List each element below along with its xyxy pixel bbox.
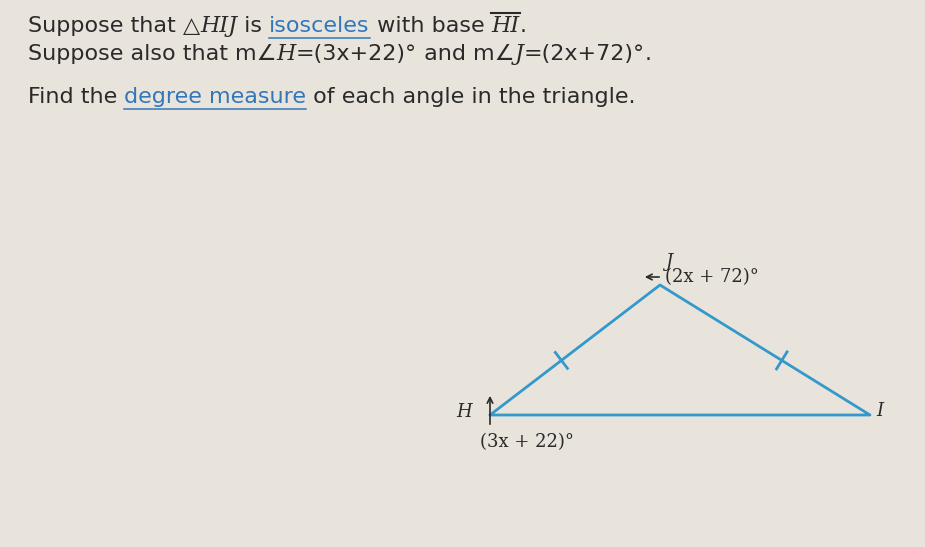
Text: is: is — [237, 16, 269, 36]
Text: HI: HI — [491, 15, 520, 37]
Text: (3x + 22)°: (3x + 22)° — [480, 433, 574, 451]
Text: I: I — [876, 402, 883, 420]
Text: Suppose also that: Suppose also that — [28, 44, 235, 64]
Text: Suppose that: Suppose that — [28, 16, 183, 36]
Text: m∠: m∠ — [235, 44, 277, 64]
Text: .: . — [645, 44, 652, 64]
Text: m∠: m∠ — [474, 44, 515, 64]
Text: =(2x+72)°: =(2x+72)° — [524, 44, 645, 64]
Text: H: H — [277, 43, 296, 65]
Text: J: J — [665, 253, 672, 271]
Text: Find the: Find the — [28, 87, 124, 107]
Text: .: . — [520, 16, 526, 36]
Text: degree measure: degree measure — [124, 87, 306, 107]
Text: =(3x+22)°: =(3x+22)° — [296, 44, 417, 64]
Text: of each angle in the triangle.: of each angle in the triangle. — [306, 87, 635, 107]
Text: J: J — [515, 43, 524, 65]
Text: (2x + 72)°: (2x + 72)° — [665, 268, 758, 286]
Text: isosceles: isosceles — [269, 16, 370, 36]
Text: HIJ: HIJ — [200, 15, 237, 37]
Text: H: H — [456, 403, 472, 421]
Text: and: and — [417, 44, 474, 64]
Text: with base: with base — [370, 16, 491, 36]
Text: △: △ — [183, 16, 200, 36]
